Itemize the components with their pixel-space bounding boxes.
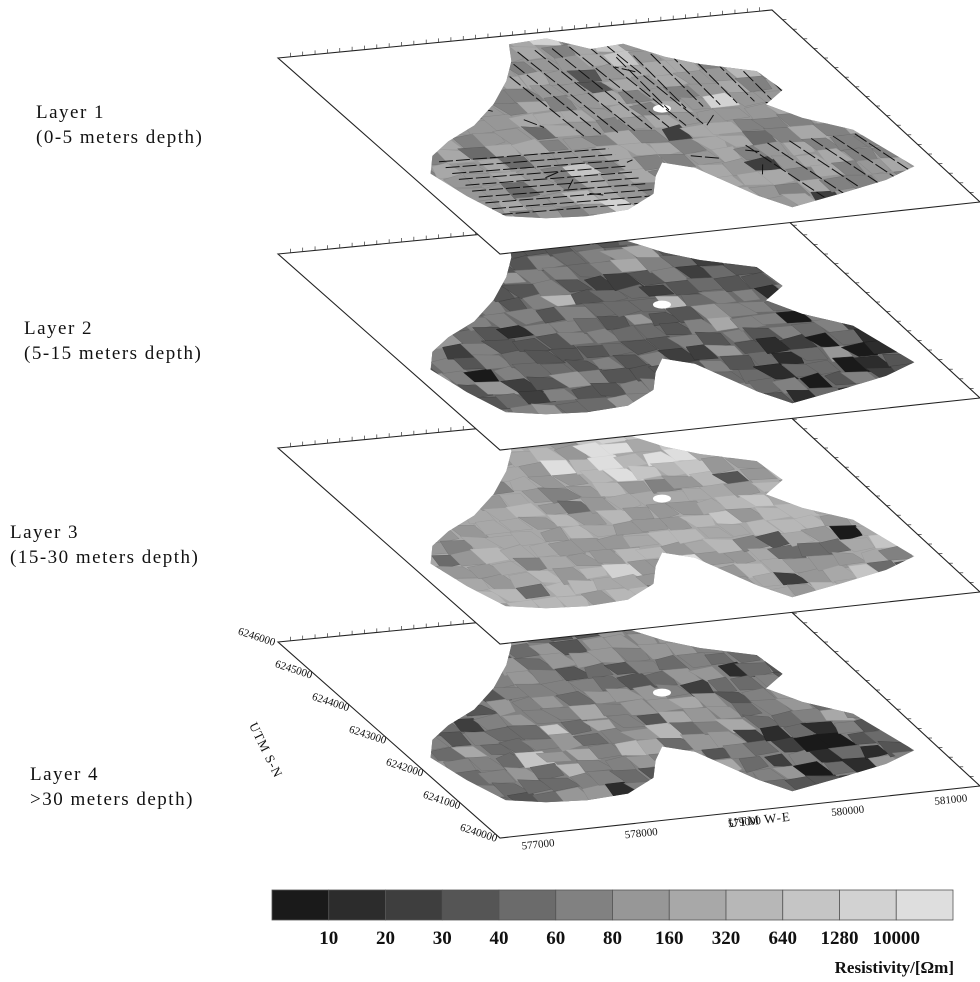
- legend-swatch: [895, 889, 954, 921]
- legend-value-160: 160: [655, 928, 684, 949]
- x-tick-label: 581000: [934, 792, 969, 807]
- legend-value-640: 640: [768, 928, 798, 949]
- layer-4-gap: [652, 688, 671, 697]
- layer-2-depth: (5-15 meters depth): [24, 343, 203, 364]
- legend-swatch: [555, 889, 613, 921]
- layer-1-label: Layer 1 (0-5 meters depth): [36, 100, 203, 150]
- layer-1-edge-ticks: [290, 7, 974, 193]
- layer-2-title: Layer 2: [24, 318, 94, 339]
- layer-1-gap: [652, 104, 671, 113]
- legend-swatch: [498, 889, 557, 921]
- legend-value-80: 80: [603, 928, 622, 949]
- legend-title: Resistivity/[Ωm]: [834, 958, 954, 977]
- layer-2-map: [276, 203, 980, 451]
- x-tick-label: 580000: [831, 804, 866, 819]
- layer-2-gap: [652, 300, 671, 309]
- layer-3-gap: [652, 494, 671, 503]
- legend-value-320: 320: [711, 928, 741, 949]
- legend-swatch: [782, 889, 840, 921]
- layer-1-map: [276, 7, 980, 255]
- legend-swatch: [271, 889, 330, 921]
- y-tick-label: 6246000: [236, 626, 277, 649]
- x-tick-label: 578000: [624, 826, 659, 841]
- legend-swatch: [839, 889, 897, 921]
- legend-swatch: [668, 889, 727, 921]
- layer-1-title: Layer 1: [36, 102, 106, 123]
- legend-value-1280: 1280: [820, 928, 859, 949]
- layer-4-map: [276, 591, 980, 839]
- legend-colorbar: [271, 889, 954, 921]
- legend-swatch: [385, 889, 443, 921]
- layer-1-depth: (0-5 meters depth): [36, 127, 204, 148]
- x-axis-title: UTM W-E: [728, 809, 792, 830]
- legend-swatch: [328, 889, 386, 921]
- legend-swatch: [612, 889, 670, 921]
- legend-value-20: 20: [376, 928, 395, 949]
- layer-2-label: Layer 2 (5-15 meters depth): [24, 316, 202, 366]
- layer-3-label: Layer 3 (15-30 meters depth): [10, 520, 199, 570]
- layer-4-label: Layer 4 >30 meters depth): [30, 762, 194, 812]
- layer-3-map: [276, 397, 980, 645]
- legend-value-40: 40: [489, 928, 509, 949]
- x-tick-label: 579000: [727, 815, 762, 830]
- legend-swatch: [441, 889, 500, 921]
- x-tick-label: 577000: [521, 837, 556, 852]
- legend-value-30: 30: [432, 928, 452, 949]
- legend-value-10000: 10000: [872, 928, 921, 949]
- legend-value-60: 60: [546, 928, 566, 949]
- layer-3-depth: (15-30 meters depth): [10, 547, 200, 568]
- y-axis-title: UTM S-N: [246, 720, 286, 781]
- layer-4-depth: >30 meters depth): [30, 789, 194, 810]
- layer-3-title: Layer 3: [10, 522, 80, 543]
- layer-4-title: Layer 4: [30, 764, 100, 785]
- legend-swatch: [725, 889, 784, 921]
- legend-value-10: 10: [319, 928, 339, 949]
